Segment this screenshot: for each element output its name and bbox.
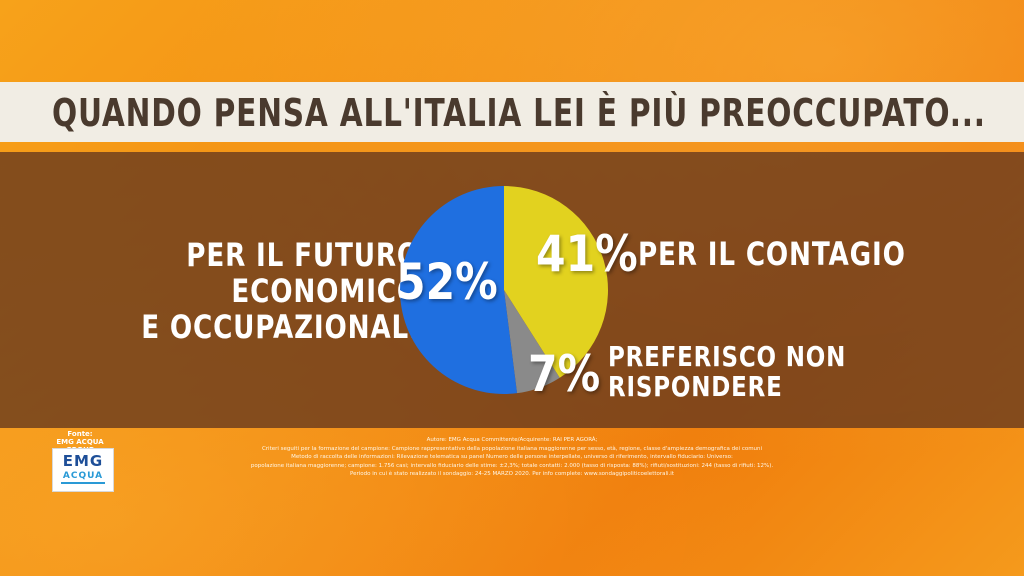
label-non-rispondere-line1: PREFERISCO NON — [608, 340, 847, 373]
page-title: QUANDO PENSA ALL'ITALIA LEI È PIÙ PREOCC… — [52, 91, 986, 135]
pie-chart — [400, 186, 609, 394]
pie-slice-contagio — [504, 186, 609, 378]
data-label-contagio: 41% — [536, 225, 638, 283]
methodology-notes: Autore: EMG Acqua Committente/Acquirente… — [150, 436, 874, 479]
pie-slice-non-rispondere — [504, 290, 560, 394]
data-label-economico: 52% — [396, 253, 498, 311]
logo-acqua-text: ACQUA — [62, 471, 104, 481]
note-line-2: Criteri seguiti per la formazione del ca… — [261, 445, 763, 452]
note-line-1: Autore: EMG Acqua Committente/Acquirente… — [426, 437, 598, 443]
emg-acqua-logo: EMG ACQUA — [52, 448, 114, 492]
note-line-5: Periodo in cui è stato realizzato il son… — [349, 471, 674, 477]
note-line-3: Metodo di raccolta delle informazioni: R… — [291, 454, 733, 460]
note-line-4: popolazione italiana maggiorenne; campio… — [250, 462, 774, 469]
logo-emg-text: EMG — [62, 452, 104, 470]
logo-divider — [61, 482, 105, 484]
label-economico-line2: ECONOMICO — [231, 272, 420, 310]
label-non-rispondere: PREFERISCO NON RISPONDERE — [608, 342, 846, 402]
label-contagio: PER IL CONTAGIO — [638, 235, 906, 273]
pie-slice-economico — [400, 186, 518, 394]
label-economico: PER IL FUTURO ECONOMICO E OCCUPAZIONALE — [141, 236, 428, 346]
label-economico-line3: E OCCUPAZIONALE — [141, 308, 428, 346]
title-bar — [0, 82, 1024, 142]
data-label-non-rispondere: 7% — [528, 345, 601, 403]
label-economico-line1: PER IL FUTURO — [186, 236, 420, 274]
label-non-rispondere-line2: RISPONDERE — [608, 370, 783, 403]
source-label-line1: Fonte: — [67, 430, 93, 438]
